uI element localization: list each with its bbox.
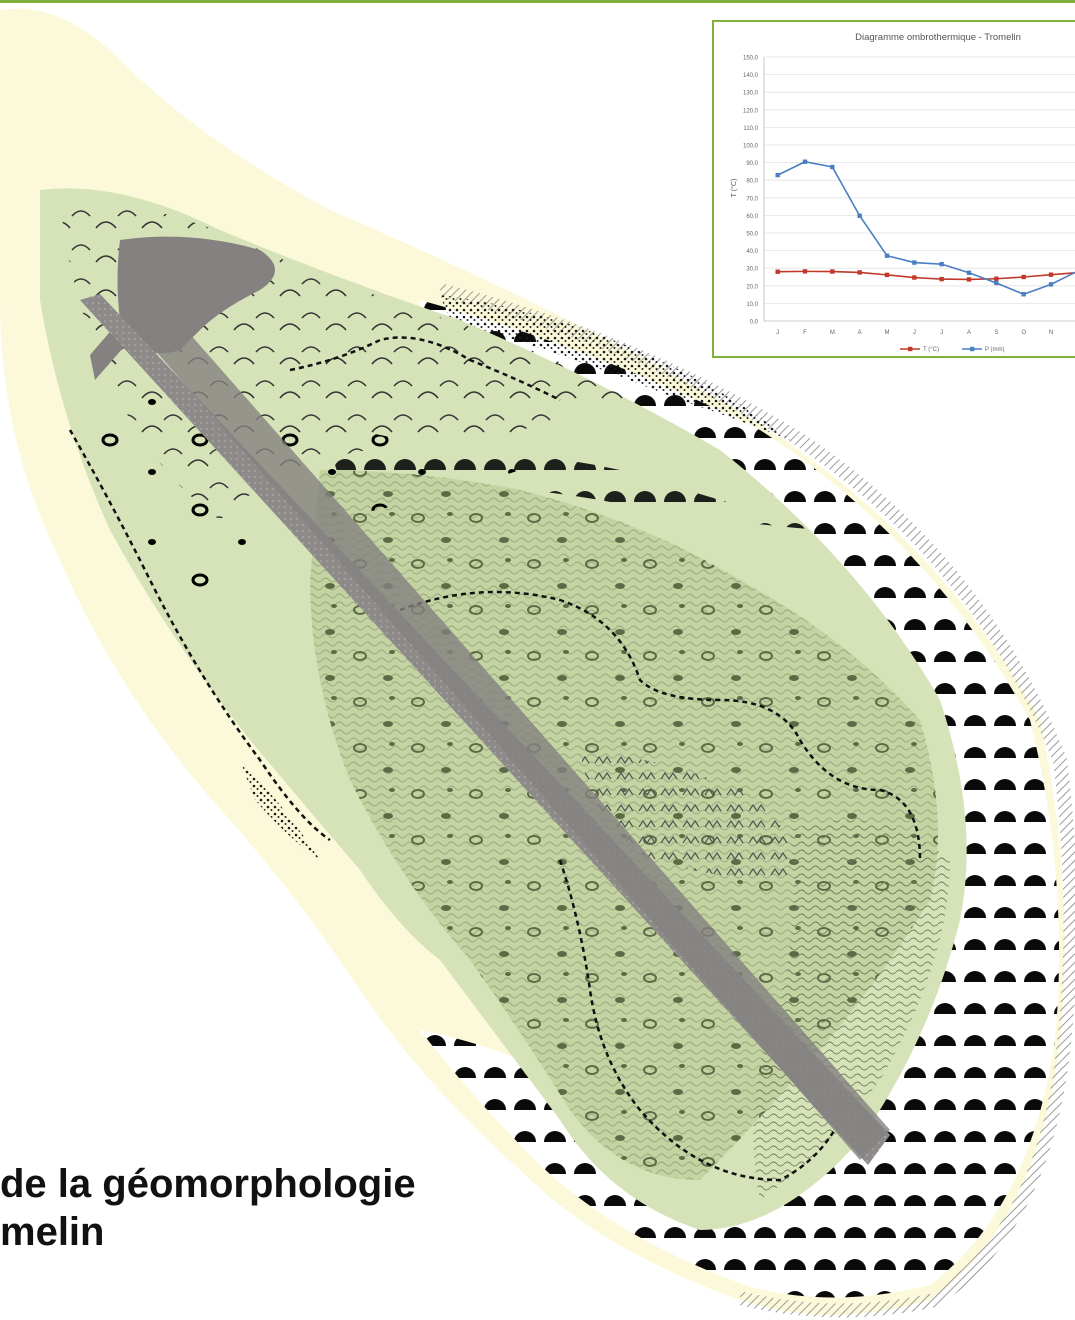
precipitation-point: [1048, 282, 1054, 287]
shingle-south: [240, 760, 320, 860]
y-tick-label: 80,0: [746, 179, 758, 185]
y-tick-label: 60,0: [746, 214, 758, 220]
precipitation-point: [775, 172, 780, 178]
temperature-point: [775, 269, 780, 274]
x-tick-label: N: [1049, 330, 1053, 336]
top-border: [0, 0, 1075, 3]
precipitation-point: [802, 159, 808, 164]
x-tick-label: J: [940, 330, 943, 336]
x-tick-label: S: [994, 330, 998, 336]
y-tick-label: 150,0: [743, 56, 759, 62]
temperature-point: [802, 269, 808, 274]
caption-line-1: de la géomorphologie: [0, 1162, 416, 1206]
y-tick-label: 130,0: [743, 91, 759, 97]
precipitation-point: [912, 260, 917, 265]
precipitation-point: [1021, 292, 1026, 297]
half-domes-inner: [330, 447, 820, 530]
precipitation-point: [884, 253, 890, 258]
temperature-point: [966, 277, 972, 282]
x-tick-label: A: [967, 330, 971, 336]
temperature-line: [777, 270, 1075, 281]
precipitation-point: [939, 261, 944, 267]
precipitation-point: [857, 213, 862, 218]
y-tick-label: 110,0: [743, 126, 758, 132]
caption-line-2: melin: [0, 1210, 105, 1254]
y-tick-label: 50,0: [746, 232, 758, 238]
y-tick-label: 120,0: [743, 108, 759, 114]
y-tick-label: 90,0: [746, 161, 758, 167]
temperature-point: [939, 276, 944, 282]
wavy-zone: [753, 820, 950, 1200]
x-tick-label: A: [858, 330, 862, 336]
precipitation-point: [830, 164, 835, 170]
precipitation-line: [777, 160, 1075, 296]
y-tick-label: 100,0: [743, 144, 759, 150]
legend-label-precipitation: P (mm): [985, 347, 1005, 353]
boundary-central: [399, 590, 922, 861]
boundary-south: [558, 859, 842, 1182]
temperature-point: [912, 275, 917, 280]
y-tick-label: 70,0: [746, 196, 758, 202]
series-layer: [775, 159, 1075, 297]
grid-layer: [763, 56, 1075, 322]
ombrothermic-chart: Diagramme ombrothermique - Tromelin T (°…: [730, 32, 1075, 353]
y-tick-label: 20,0: [746, 284, 758, 290]
y-tick-label: 40,0: [746, 249, 758, 255]
y-tick-labels: 0,0 10,0 20,0 30,0 40,0 50,0 60,0 70,0 80,0 90,0 1…: [743, 56, 759, 326]
y-tick-label: 30,0: [746, 267, 758, 273]
x-tick-label: F: [803, 330, 807, 336]
map-caption: de la géomorphologie melin: [0, 1160, 416, 1256]
legend-swatch-marker: [970, 346, 975, 352]
x-tick-label: J: [913, 330, 916, 336]
precipitation-point: [994, 280, 999, 286]
legend-swatch-marker: [908, 346, 913, 352]
temperature-point: [1048, 272, 1054, 277]
y-tick-label: 140,0: [743, 73, 759, 79]
temperature-point: [830, 269, 835, 274]
x-tick-label: M: [885, 330, 890, 336]
ombrothermic-chart-panel: Diagramme ombrothermique - Tromelin T (°…: [712, 20, 1075, 358]
y-tick-label: 10,0: [746, 302, 758, 308]
boundary-north: [289, 336, 561, 402]
y-axis-label: T (°C): [730, 179, 738, 198]
legend-label-temperature: T (°C): [923, 347, 939, 353]
chart-legend: T (°C) P (mm): [900, 346, 1005, 353]
shingle-north: [440, 295, 790, 440]
temperature-point: [1021, 274, 1026, 280]
temperature-point: [884, 272, 890, 278]
x-tick-label: J: [776, 330, 779, 336]
temperature-point: [994, 276, 999, 281]
chart-title: Diagramme ombrothermique - Tromelin: [855, 32, 1021, 43]
zigzag-zone: [580, 750, 792, 880]
temperature-point: [857, 270, 862, 275]
x-tick-label: O: [1021, 330, 1026, 336]
x-tick-label: M: [830, 330, 835, 336]
precipitation-point: [966, 270, 972, 275]
y-tick-label: 0,0: [750, 320, 759, 326]
